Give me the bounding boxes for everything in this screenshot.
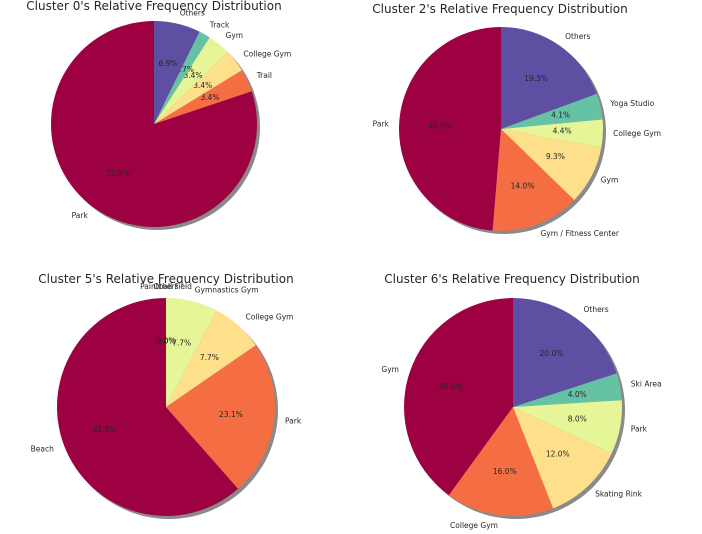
slice-percent-label: 19.3% <box>524 74 548 83</box>
slice-label: Yoga Studio <box>609 99 654 108</box>
chart-title: Cluster 6's Relative Frequency Distribut… <box>384 272 639 286</box>
pie-slice-gymnastics-gym <box>166 298 217 407</box>
pie-slice-park <box>513 400 622 454</box>
slice-percent-label: 23.1% <box>219 410 243 419</box>
slice-label: Park <box>373 119 390 128</box>
pie-slice-yoga-studio <box>501 93 603 129</box>
slice-label: Park <box>72 211 89 220</box>
slice-label: Gym <box>601 175 619 184</box>
pie-slice-gym <box>501 129 602 200</box>
pie-slice-park <box>50 21 257 227</box>
slice-percent-label: 0.0% <box>156 337 175 346</box>
pie-slice-others <box>513 298 617 407</box>
slice-label: College Gym <box>450 521 498 530</box>
slice-label: Paintball Field <box>140 282 192 291</box>
slice-label: Ski Area <box>631 380 662 389</box>
pie-slice-gym <box>154 37 228 124</box>
chart-title: Cluster 2's Relative Frequency Distribut… <box>372 2 627 16</box>
pie-slice-others <box>154 21 200 124</box>
pie-slice-beach <box>56 298 239 516</box>
slice-percent-label: 8.0% <box>568 414 587 423</box>
pie-slice-park <box>166 345 275 489</box>
slice-label: College Gym <box>246 312 294 321</box>
slice-percent-label: 61.5% <box>93 425 117 434</box>
slice-percent-label: 4.1% <box>551 110 570 119</box>
chart-title: Cluster 0's Relative Frequency Distribut… <box>26 0 281 13</box>
slice-label: Trail <box>256 71 272 80</box>
slice-label: Others <box>565 32 590 41</box>
slice-percent-label: 3.4% <box>200 93 219 102</box>
slice-percent-label: 6.9% <box>158 59 177 68</box>
slice-label: Gym / Fitness Center <box>540 229 619 238</box>
slice-label: Skating Rink <box>595 489 643 498</box>
slice-label: Gymnastics Gym <box>195 286 259 295</box>
pie-slice-others <box>501 27 597 129</box>
pie-slice-track <box>154 31 210 124</box>
slice-label: College Gym <box>243 49 291 58</box>
slice-label: Others <box>153 282 178 291</box>
pie-slice-gym-fitness-center <box>492 129 575 231</box>
pie-group: Park 75.9% Trail 3.4% College Gym 3.4% Gym 3.4%… <box>50 9 291 230</box>
slice-percent-label: 16.0% <box>493 467 517 476</box>
slice-label: College Gym <box>613 129 661 138</box>
slice-percent-label: 4.4% <box>553 127 572 136</box>
slice-label: Others <box>583 305 608 314</box>
slice-percent-label: 3.4% <box>183 71 202 80</box>
chart-title: Cluster 5's Relative Frequency Distribut… <box>38 272 293 286</box>
slice-label: Gym <box>381 365 399 374</box>
slice-percent-label: 9.3% <box>546 152 565 161</box>
pie-slice-gym <box>403 298 513 496</box>
slice-label: Park <box>631 424 648 433</box>
slice-percent-label: 12.0% <box>546 450 570 459</box>
pie-group: Beach 61.5% Park 23.1% College Gym 7.7% Gymnas… <box>31 282 302 519</box>
pie-chart-cluster-2: Cluster 2's Relative Frequency Distribut… <box>372 2 661 238</box>
pie-group: Park 48.5% Gym / Fitness Center 14.0% Gym 9.3… <box>373 27 661 238</box>
slice-percent-label: 14.0% <box>511 181 535 190</box>
slice-percent-label: 75.9% <box>106 169 130 178</box>
pie-chart-cluster-6: Cluster 6's Relative Frequency Distribut… <box>381 272 661 530</box>
slice-label: Track <box>209 20 230 29</box>
slice-percent-label: 0.0% <box>156 337 175 346</box>
pie-slice-skating-rink <box>513 407 612 509</box>
pie-slice-ski-area <box>513 373 622 407</box>
pie-chart-cluster-0: Cluster 0's Relative Frequency Distribut… <box>26 0 291 230</box>
slice-percent-label: 7.7% <box>172 339 191 348</box>
pie-slice-park <box>399 27 501 231</box>
slice-percent-label: 7.7% <box>200 353 219 362</box>
slice-label: Gym <box>226 31 244 40</box>
pie-slice-college-gym <box>501 119 604 148</box>
slice-percent-label: 1.7% <box>175 65 194 74</box>
slice-label: Beach <box>31 444 54 453</box>
pie-slice-college-gym <box>154 51 242 124</box>
slice-label: Others <box>180 9 205 18</box>
slice-percent-label: 4.0% <box>568 390 587 399</box>
slice-percent-label: 40.0% <box>439 382 463 391</box>
slice-percent-label: 20.0% <box>540 349 564 358</box>
pie-chart-cluster-5: Cluster 5's Relative Frequency Distribut… <box>31 272 302 519</box>
pie-slice-trail <box>154 70 252 124</box>
slice-percent-label: 48.5% <box>428 121 452 130</box>
pie-slice-college-gym <box>166 310 256 407</box>
pie-slice-college-gym <box>448 407 554 517</box>
pie-group: Gym 40.0% College Gym 16.0% Skating Rink 12.0… <box>381 298 662 530</box>
slice-label: Park <box>285 417 302 426</box>
slice-percent-label: 3.4% <box>193 81 212 90</box>
